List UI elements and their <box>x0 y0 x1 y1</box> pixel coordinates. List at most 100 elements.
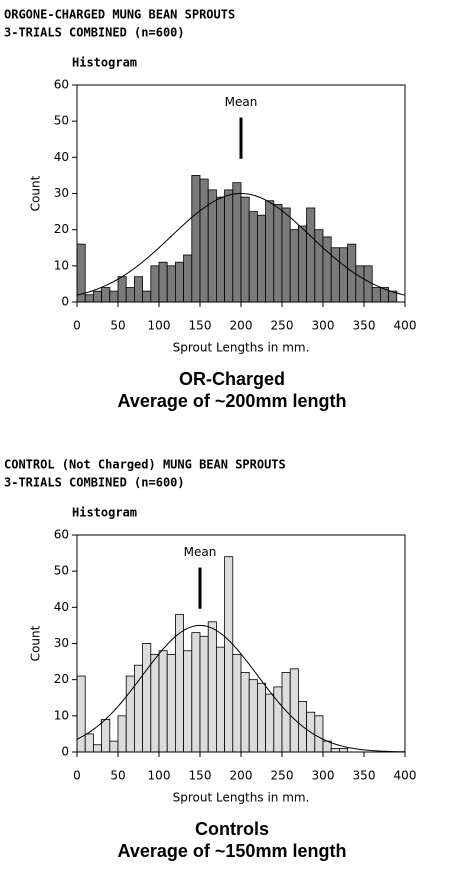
bar <box>183 650 193 753</box>
bar <box>330 747 340 753</box>
x-tick-label: 250 <box>271 319 294 333</box>
x-tick-label: 200 <box>230 319 253 333</box>
bar <box>199 178 209 303</box>
x-axis-label: Sprout Lengths in mm. <box>173 341 310 355</box>
bar <box>338 247 348 303</box>
bar <box>191 175 201 303</box>
bar <box>355 265 365 303</box>
bar <box>224 556 234 753</box>
mean-label: Mean <box>225 95 258 109</box>
fit-curve <box>76 193 406 296</box>
bar <box>281 207 291 303</box>
y-tick-label: 50 <box>54 114 69 128</box>
bar <box>256 214 266 303</box>
bar <box>133 664 143 753</box>
bar <box>125 287 135 303</box>
y-axis-label: Count <box>29 175 43 211</box>
y-tick-label: 40 <box>54 150 69 164</box>
y-tick-label: 20 <box>54 222 69 236</box>
bar <box>314 715 324 753</box>
chart-title: ORGONE-CHARGED MUNG BEAN SPROUTS <box>4 8 235 22</box>
bar <box>322 740 332 753</box>
x-tick-label: 250 <box>271 769 294 783</box>
chart-subtitle: 3-TRIALS COMBINED (n=600) <box>4 476 185 490</box>
mean-label: Mean <box>184 545 217 559</box>
bar <box>158 261 168 303</box>
bar <box>240 196 250 303</box>
x-tick-label: 100 <box>148 319 171 333</box>
bar <box>76 675 86 753</box>
bar <box>281 672 291 753</box>
bar <box>166 265 176 303</box>
x-tick-label: 100 <box>148 769 171 783</box>
bar <box>109 290 119 303</box>
bar <box>93 290 103 303</box>
bar <box>371 287 381 303</box>
bar <box>215 196 225 303</box>
y-tick-label: 10 <box>54 258 69 272</box>
bar <box>289 229 299 303</box>
x-tick-label: 150 <box>189 769 212 783</box>
bar <box>248 679 258 753</box>
bar <box>142 643 152 753</box>
bar <box>224 189 234 303</box>
fit-curve <box>76 624 405 753</box>
caption-note: Average of ~200mm length <box>118 391 347 411</box>
bar <box>158 650 168 753</box>
y-axis-label: Count <box>29 625 43 661</box>
plot-frame <box>76 84 406 303</box>
bar <box>322 236 332 303</box>
bar <box>93 744 103 753</box>
caption: Controls <box>195 819 269 839</box>
bar <box>265 200 275 303</box>
y-tick-label: 60 <box>54 78 69 92</box>
x-tick-label: 400 <box>394 769 417 783</box>
bar <box>191 632 201 753</box>
bar <box>166 653 176 753</box>
x-tick-label: 0 <box>73 319 81 333</box>
x-tick-label: 350 <box>353 769 376 783</box>
y-tick-label: 30 <box>54 186 69 200</box>
y-tick-label: 0 <box>61 295 69 309</box>
x-axis-label: Sprout Lengths in mm. <box>173 791 310 805</box>
x-tick-label: 50 <box>110 769 125 783</box>
bar <box>150 653 160 753</box>
panel-label: Histogram <box>72 506 137 520</box>
bar <box>133 276 143 303</box>
bar <box>101 719 111 753</box>
plot-frame <box>76 534 406 753</box>
bar <box>199 635 209 753</box>
x-tick-label: 300 <box>312 769 335 783</box>
bar <box>363 265 373 303</box>
chart-title: CONTROL (Not Charged) MUNG BEAN SPROUTS <box>4 458 286 472</box>
bar <box>174 261 184 303</box>
x-tick-label: 300 <box>312 319 335 333</box>
x-tick-label: 50 <box>110 319 125 333</box>
y-tick-label: 10 <box>54 708 69 722</box>
bar <box>232 182 242 303</box>
bar <box>150 265 160 303</box>
bar <box>215 646 225 753</box>
y-tick-label: 30 <box>54 636 69 650</box>
bar <box>207 621 217 753</box>
bar <box>256 682 266 753</box>
bar <box>142 290 152 303</box>
bar <box>273 686 283 753</box>
bar <box>101 287 111 303</box>
bar <box>84 733 94 753</box>
y-tick-label: 50 <box>54 564 69 578</box>
bar <box>207 189 217 303</box>
y-tick-label: 0 <box>61 745 69 759</box>
y-tick-label: 40 <box>54 600 69 614</box>
chart-panel: ORGONE-CHARGED MUNG BEAN SPROUTS 3-TRIALS… <box>4 8 416 411</box>
bar <box>240 672 250 753</box>
y-tick-label: 20 <box>54 672 69 686</box>
bar <box>338 747 348 753</box>
chart-subtitle: 3-TRIALS COMBINED (n=600) <box>4 26 185 40</box>
bar <box>289 668 299 753</box>
bar <box>248 211 258 303</box>
caption-note: Average of ~150mm length <box>118 841 347 861</box>
panel-label: Histogram <box>72 56 137 70</box>
x-tick-label: 150 <box>189 319 212 333</box>
